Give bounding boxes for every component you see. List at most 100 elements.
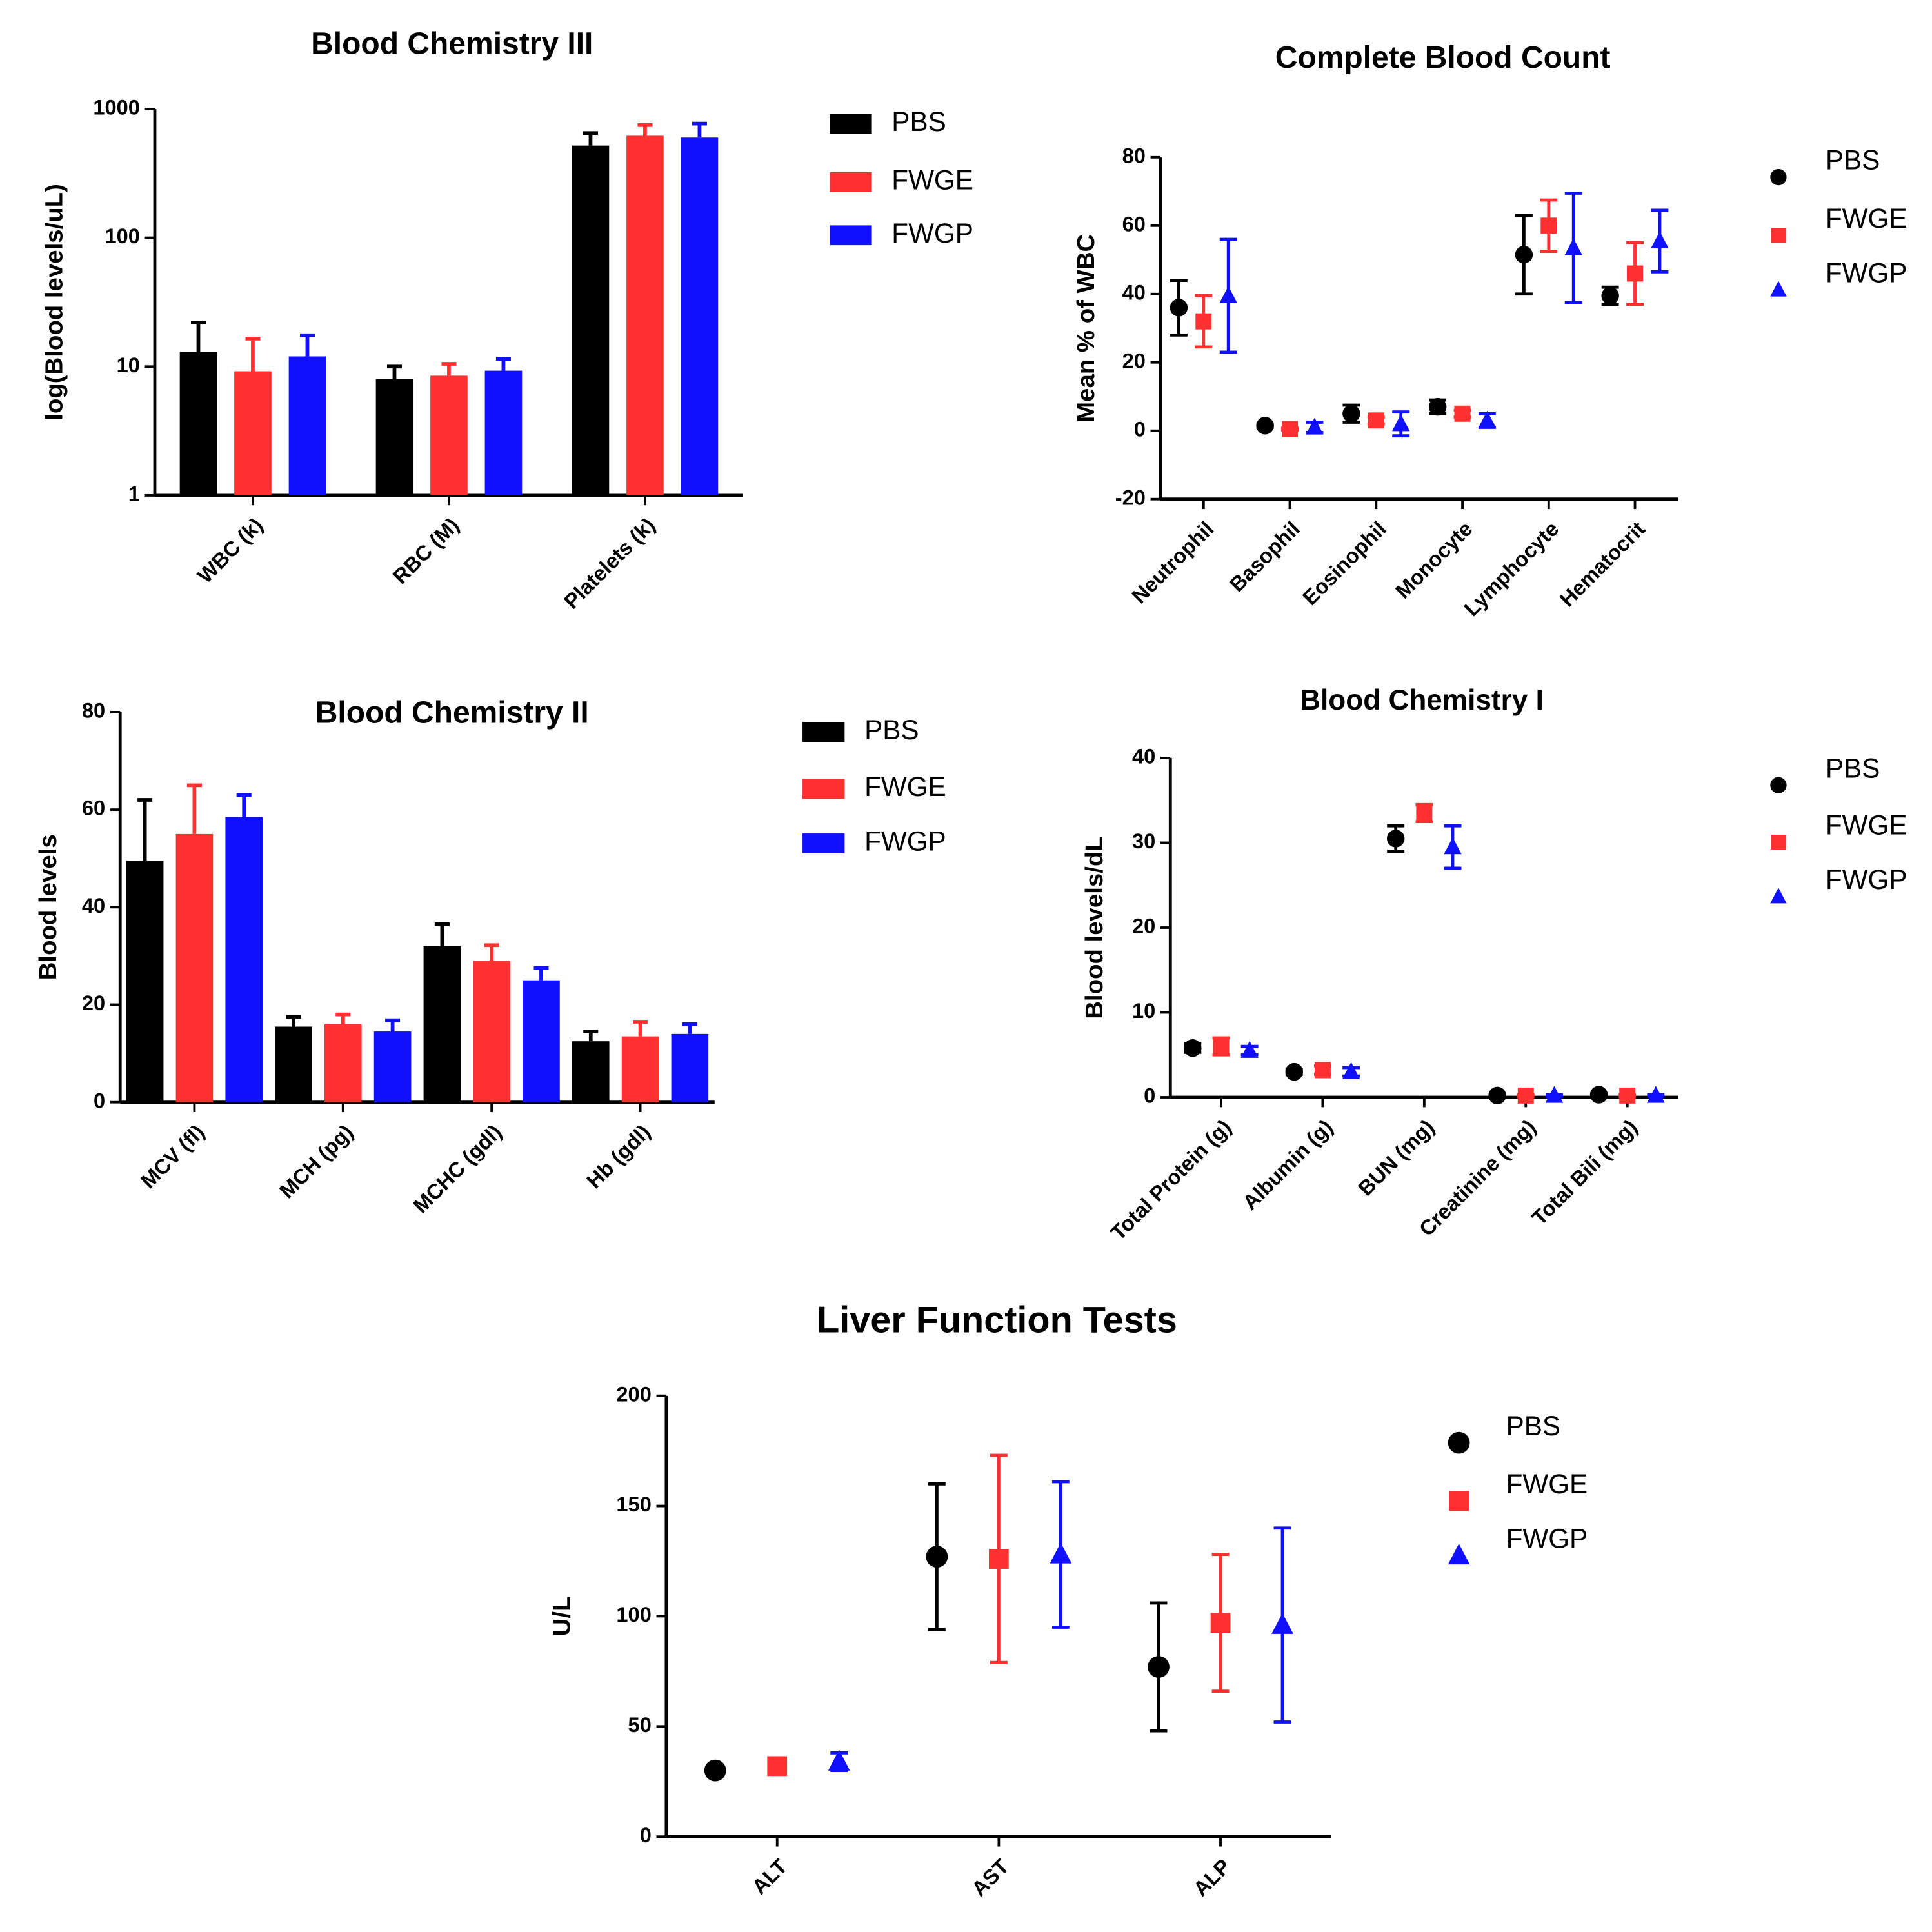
- point: [1416, 804, 1433, 821]
- point: [1647, 1086, 1665, 1103]
- bar: [626, 135, 664, 495]
- x-tick-label: Albumin (g): [1238, 1115, 1337, 1214]
- point: [1478, 410, 1497, 428]
- x-tick-label: MCH (pg): [275, 1120, 358, 1203]
- point: [828, 1749, 850, 1771]
- chart-title: Complete Blood Count: [1275, 41, 1611, 75]
- y-axis-label: Mean % of WBC: [1072, 234, 1100, 423]
- x-tick-label: ALT: [747, 1854, 792, 1898]
- legend-swatch: [802, 779, 845, 799]
- legend-label: PBS: [891, 106, 946, 137]
- x-tick-label: WBC (k): [193, 513, 268, 588]
- legend-swatch: [1770, 888, 1787, 904]
- x-tick-label: Neutrophil: [1127, 517, 1218, 608]
- point: [1454, 405, 1471, 422]
- y-tick-label: 10: [117, 353, 140, 377]
- x-tick-label: AST: [967, 1854, 1013, 1900]
- point: [1391, 414, 1410, 432]
- point: [1386, 830, 1405, 848]
- chart: Complete Blood Count Mean % of WBC -20 0 20 4…: [1072, 41, 1907, 621]
- point: [1627, 265, 1644, 282]
- point: [767, 1756, 788, 1777]
- chart: Blood Chemistry III log(Blood levels/uL) 1…: [41, 27, 973, 613]
- point: [1210, 1613, 1231, 1633]
- y-tick-label: 1: [128, 482, 140, 506]
- bar: [572, 1041, 610, 1102]
- point: [1515, 246, 1533, 264]
- y-tick-label: 0: [94, 1088, 105, 1112]
- y-tick-label: 80: [1122, 143, 1146, 167]
- x-tick-label: MCV (fl): [136, 1120, 209, 1193]
- legend-label: FWGE: [1826, 810, 1907, 841]
- point: [926, 1546, 948, 1568]
- point: [1256, 417, 1274, 435]
- chart-title: Blood Chemistry I: [1300, 684, 1544, 716]
- y-tick-label: -20: [1115, 485, 1146, 509]
- y-tick-label: 0: [640, 1823, 652, 1847]
- legend-swatch: [1771, 834, 1786, 850]
- chart: Blood Chemistry II Blood levels 0 20 40 60 80 M…: [34, 695, 946, 1217]
- y-tick-label: 60: [82, 796, 105, 820]
- x-tick-label: Total Protein (g): [1106, 1115, 1235, 1244]
- chart-title: Blood Chemistry III: [311, 27, 593, 61]
- y-axis-label: U/L: [548, 1597, 576, 1637]
- x-tick-label: RBC (M): [388, 513, 463, 588]
- bar: [126, 861, 164, 1102]
- x-tick-label: Hb (gdl): [582, 1120, 655, 1193]
- x-tick-label: Platelets (k): [559, 513, 660, 613]
- point: [1282, 421, 1299, 437]
- legend-label: FWGP: [1826, 257, 1907, 288]
- legend-label: FWGE: [1826, 203, 1907, 234]
- legend-swatch: [1770, 168, 1787, 186]
- bar: [324, 1024, 362, 1102]
- y-tick-label: 20: [1122, 348, 1146, 372]
- point: [1240, 1041, 1259, 1058]
- legend-swatch: [1448, 1431, 1470, 1454]
- legend-label: FWGP: [1506, 1523, 1588, 1553]
- legend-swatch: [802, 833, 845, 853]
- chart: Blood Chemistry I Blood levels/dL 0 10 20 30 4…: [1081, 684, 1907, 1244]
- point: [1285, 1062, 1303, 1081]
- legend-swatch: [1771, 228, 1786, 243]
- point: [1444, 837, 1462, 855]
- point: [1271, 1613, 1293, 1634]
- y-tick-label: 1000: [93, 95, 140, 119]
- legend-swatch: [830, 114, 872, 134]
- point: [1545, 1086, 1564, 1103]
- y-tick-label: 100: [105, 224, 140, 248]
- x-tick-label: MCHC (gdl): [408, 1120, 506, 1218]
- point: [1488, 1086, 1506, 1105]
- chart: Liver Function Tests U/L 0 50 100 150 200 ALT AS…: [548, 1300, 1588, 1901]
- point: [1170, 299, 1188, 317]
- legend-label: FWGP: [864, 826, 946, 857]
- legend-label: FWGE: [1506, 1469, 1588, 1499]
- bar: [484, 370, 523, 495]
- y-axis-label: Blood levels: [34, 834, 62, 980]
- point: [1601, 286, 1619, 305]
- point: [989, 1549, 1009, 1569]
- y-tick-label: 10: [1132, 999, 1155, 1022]
- legend-swatch: [802, 722, 845, 742]
- bar: [681, 137, 719, 495]
- bar: [671, 1033, 709, 1102]
- x-tick-label: Total Bili (mg): [1527, 1115, 1642, 1230]
- point: [1314, 1062, 1331, 1079]
- point: [1184, 1039, 1202, 1057]
- point: [1589, 1086, 1608, 1104]
- chart-title: Liver Function Tests: [817, 1300, 1177, 1341]
- legend-label: FWGE: [864, 772, 946, 802]
- y-tick-label: 20: [82, 991, 105, 1015]
- legend-label: FWGP: [891, 218, 973, 248]
- y-tick-label: 20: [1132, 914, 1155, 938]
- point: [1342, 404, 1360, 423]
- bar: [179, 352, 217, 495]
- point: [1195, 313, 1212, 330]
- point: [1213, 1038, 1230, 1055]
- legend-swatch: [1449, 1491, 1469, 1511]
- legend-label: FWGE: [891, 164, 973, 195]
- point: [1564, 238, 1582, 255]
- legend-swatch: [830, 172, 872, 192]
- bar: [373, 1031, 412, 1102]
- y-tick-label: 150: [616, 1492, 651, 1516]
